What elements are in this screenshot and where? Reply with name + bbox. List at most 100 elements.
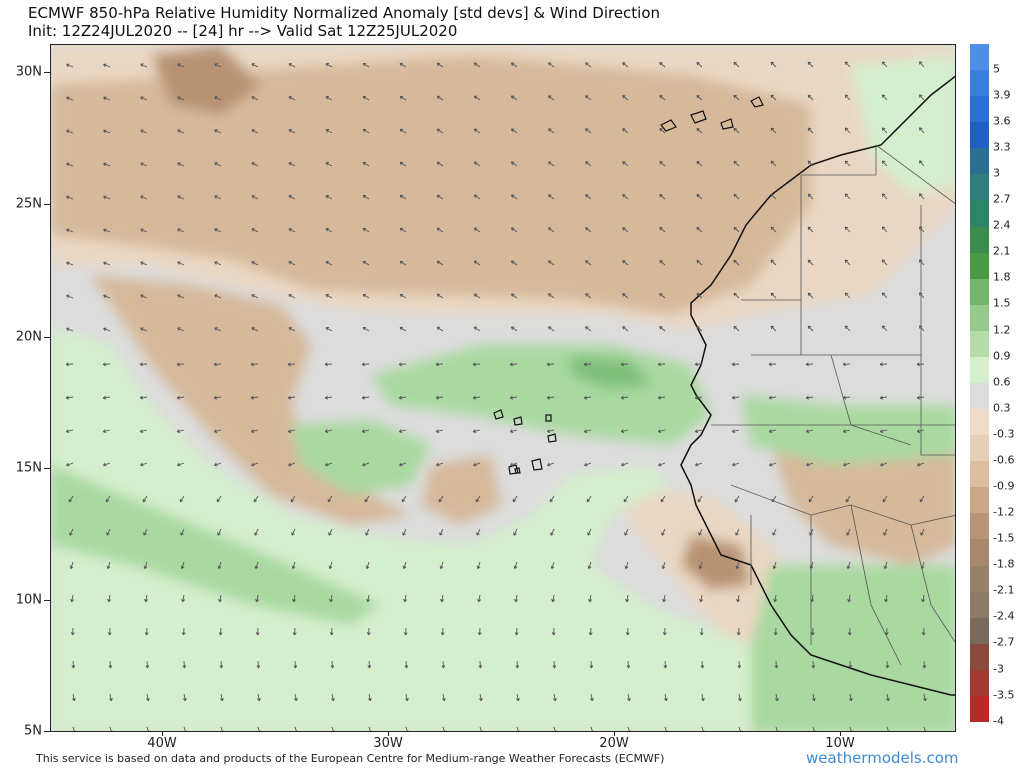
wind-arrow xyxy=(810,627,815,636)
lon-tick xyxy=(162,731,163,736)
colorbar-cell xyxy=(970,591,989,619)
colorbar-label: -0.3 xyxy=(993,427,1015,441)
colorbar-label: 3.3 xyxy=(993,140,1011,154)
wind-arrow xyxy=(65,429,74,434)
wind-arrow xyxy=(510,326,518,332)
country-borders xyxy=(711,144,955,666)
wind-arrow xyxy=(807,226,814,233)
wind-arrow xyxy=(293,693,298,702)
wind-arrow xyxy=(768,429,777,434)
dry-patch-central xyxy=(421,455,501,525)
wind-arrow xyxy=(362,194,370,200)
wind-arrow xyxy=(696,61,703,68)
wind-arrow xyxy=(398,429,407,434)
wind-arrow xyxy=(664,726,669,731)
wind-arrow xyxy=(440,594,445,603)
wind-arrow xyxy=(735,528,740,536)
wind-arrow xyxy=(103,327,111,332)
dry-land-interior xyxy=(771,435,955,565)
wind-arrow xyxy=(65,395,74,400)
colorbar-label: 1.8 xyxy=(993,270,1011,284)
wind-arrow xyxy=(622,62,629,68)
wind-arrow xyxy=(256,693,261,702)
wind-arrow xyxy=(510,293,518,299)
wind-arrow xyxy=(181,594,186,603)
wind-arrow xyxy=(255,627,260,636)
wind-arrow xyxy=(770,94,777,101)
wind-arrow xyxy=(553,726,558,731)
wind-arrow xyxy=(146,726,151,731)
wind-arrow xyxy=(659,293,666,299)
wind-arrow xyxy=(140,327,148,332)
wind-arrow xyxy=(810,594,815,603)
wind-arrow xyxy=(698,561,703,569)
wind-arrow xyxy=(700,693,705,702)
wind-arrow xyxy=(177,327,185,332)
wind-arrow xyxy=(696,226,703,233)
wind-arrow xyxy=(213,362,222,367)
wind-arrow xyxy=(219,693,224,702)
wind-arrow xyxy=(918,193,925,200)
wind-arrow xyxy=(288,294,296,299)
wind-arrow xyxy=(811,660,816,669)
wind-arrow xyxy=(923,726,928,731)
wind-arrow xyxy=(71,693,76,702)
colorbar-label: 1.2 xyxy=(993,323,1011,337)
wind-arrow xyxy=(106,528,111,536)
wind-arrow xyxy=(103,96,111,101)
wind-arrow xyxy=(251,63,259,68)
wind-arrow xyxy=(772,561,777,569)
wind-arrow xyxy=(441,660,446,669)
wind-arrow xyxy=(69,561,74,569)
wind-arrow xyxy=(918,226,925,233)
colorbar-label: -4 xyxy=(993,714,1004,728)
wind-arrow xyxy=(583,362,592,367)
wind-arrow xyxy=(510,95,518,101)
wind-arrow xyxy=(399,95,407,101)
wind-arrow xyxy=(918,127,925,134)
wind-arrow xyxy=(547,462,555,467)
wind-arrow xyxy=(694,362,703,367)
moist-sahel xyxy=(741,395,955,465)
wind-arrow xyxy=(477,594,482,603)
wind-arrow xyxy=(552,660,557,669)
wind-arrow xyxy=(436,260,444,266)
wind-arrow xyxy=(659,161,666,167)
wind-arrow xyxy=(659,194,666,200)
wind-arrow xyxy=(733,193,740,200)
wind-arrow xyxy=(700,660,705,669)
wind-arrow xyxy=(848,693,853,702)
wind-arrow xyxy=(663,693,668,702)
wind-arrow xyxy=(881,61,888,68)
wind-arrow xyxy=(770,292,777,299)
wind-arrow xyxy=(403,627,408,636)
wind-arrow xyxy=(176,395,185,400)
colorbar-label: 0.3 xyxy=(993,401,1011,415)
wind-arrow xyxy=(361,362,370,367)
wind-arrow xyxy=(66,261,74,266)
wind-arrow xyxy=(102,395,111,400)
wind-arrow xyxy=(367,693,372,702)
brand-link[interactable]: weathermodels.com xyxy=(806,749,959,767)
map-panel[interactable] xyxy=(50,44,956,732)
wind-arrow xyxy=(103,195,111,200)
wind-arrow xyxy=(806,462,814,467)
wind-arrow xyxy=(773,627,778,636)
wind-arrow xyxy=(66,294,74,299)
wind-arrow xyxy=(288,195,296,200)
wind-arrow xyxy=(102,429,111,434)
wind-arrow xyxy=(290,495,296,503)
canary-islands xyxy=(660,96,764,132)
wind-arrow xyxy=(398,362,407,367)
wind-arrow xyxy=(513,528,518,536)
wind-arrow xyxy=(663,660,668,669)
wind-arrow xyxy=(251,294,259,299)
colorbar-label: 3.9 xyxy=(993,88,1011,102)
dry-tongue xyxy=(91,275,411,525)
wind-arrow xyxy=(921,627,926,636)
wind-arrow xyxy=(547,260,555,266)
wind-arrow xyxy=(65,362,74,367)
colorbar-label: 3 xyxy=(993,166,1000,180)
wind-arrow xyxy=(214,462,222,467)
wind-arrow xyxy=(770,127,777,134)
